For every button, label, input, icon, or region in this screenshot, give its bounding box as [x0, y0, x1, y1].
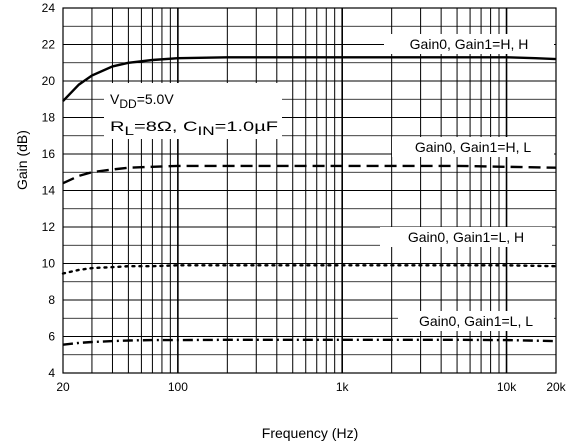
plot-frame — [62, 7, 557, 374]
series-line — [61, 264, 558, 275]
series-label: Gain0, Gain1=L, L — [419, 313, 533, 329]
x-axis-label: Frequency (Hz) — [261, 425, 359, 441]
cin-rest: =1.0µF — [215, 118, 278, 134]
y-tick-label: 10 — [42, 257, 56, 271]
x-tick-label: 20k — [546, 380, 566, 394]
series-label-bg — [380, 227, 552, 247]
series-label-bg — [392, 137, 554, 157]
vdd-condition-text: VDD=5.0V — [110, 91, 174, 111]
conditions-box: VDD=5.0V R L =8Ω, C IN =1.0µF — [104, 83, 282, 139]
rl-cin-condition-text: R L =8Ω, C IN =1.0µF — [110, 118, 278, 138]
x-tick-label: 20 — [56, 380, 70, 394]
rl-sub: L — [124, 124, 134, 138]
rl-rest: =8Ω, C — [134, 118, 197, 134]
y-tick-label: 6 — [48, 330, 55, 344]
vdd-main: V — [110, 91, 120, 107]
y-tick-label: 20 — [42, 74, 56, 88]
vdd-sub: DD — [119, 97, 137, 111]
y-tick-label: 22 — [42, 38, 56, 52]
series-line — [62, 338, 557, 346]
y-tick-label: 16 — [42, 147, 56, 161]
y-tick-label: 4 — [48, 366, 55, 380]
y-tick-label: 8 — [48, 293, 55, 307]
series-line — [62, 56, 557, 102]
vdd-rest: =5.0V — [137, 91, 175, 107]
x-tick-label: 100 — [168, 380, 188, 394]
series-labels: Gain0, Gain1=H, H Gain0, Gain1=H, L Gain0,… — [380, 34, 554, 331]
series-label: Gain0, Gain1=L, H — [408, 229, 524, 245]
series-label: Gain0, Gain1=H, H — [410, 36, 529, 52]
conditions-box-bg — [104, 83, 282, 139]
tick-labels: 4 6 8 10 12 14 16 18 20 22 24 20 100 1k 10k 20k — [42, 1, 567, 394]
y-tick-label: 12 — [42, 220, 56, 234]
chart-series — [61, 56, 558, 346]
y-tick-label: 24 — [42, 1, 56, 15]
y-tick-label: 14 — [42, 184, 56, 198]
x-tick-label: 1k — [336, 380, 350, 394]
series-label: Gain0, Gain1=H, L — [415, 139, 532, 155]
series-line — [62, 164, 557, 185]
cin-sub: IN — [197, 124, 214, 138]
series-label-bg — [384, 34, 554, 54]
y-axis-label: Gain (dB) — [14, 130, 30, 190]
y-tick-label: 18 — [42, 111, 56, 125]
rl-main: R — [110, 118, 124, 134]
x-tick-label: 10k — [497, 380, 517, 394]
series-label-bg — [398, 311, 554, 331]
